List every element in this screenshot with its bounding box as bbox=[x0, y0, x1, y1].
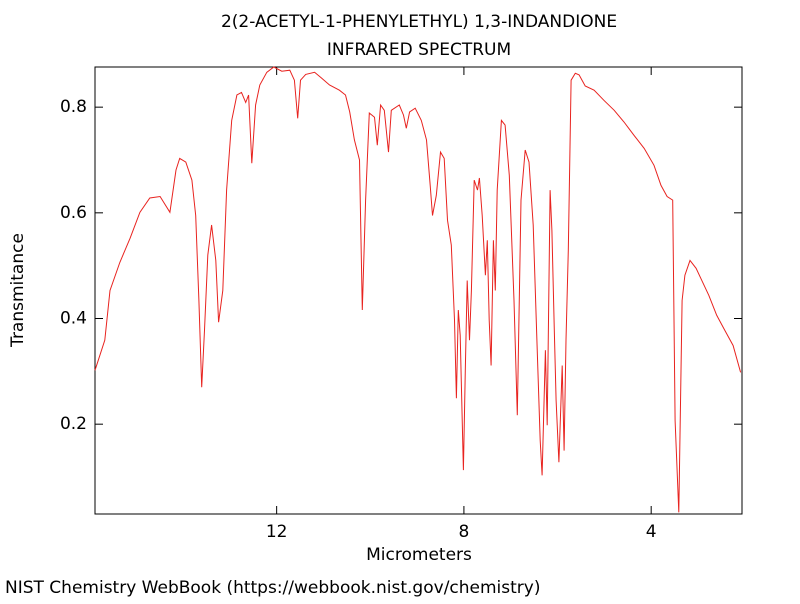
footer: NIST Chemistry WebBook (https://webbook.… bbox=[5, 578, 540, 598]
spectrum-line bbox=[94, 66, 742, 513]
plot-frame bbox=[94, 66, 743, 515]
y-tick-label: 0.2 bbox=[60, 414, 87, 434]
y-tick-label: 0.8 bbox=[60, 97, 87, 117]
y-tick-label: 0.6 bbox=[60, 203, 87, 223]
x-axis-label: Micrometers bbox=[366, 545, 472, 565]
y-tick-label: 0.4 bbox=[60, 309, 87, 329]
y-axis-label: Transmitance bbox=[8, 233, 28, 348]
x-tick-label: 12 bbox=[266, 522, 288, 542]
x-tick-label: 4 bbox=[646, 522, 657, 542]
chart-subtitle: INFRARED SPECTRUM bbox=[327, 40, 511, 60]
chart-title: 2(2-ACETYL-1-PHENYLETHYL) 1,3-INDANDIONE bbox=[221, 12, 617, 32]
x-tick-label: 8 bbox=[458, 522, 469, 542]
